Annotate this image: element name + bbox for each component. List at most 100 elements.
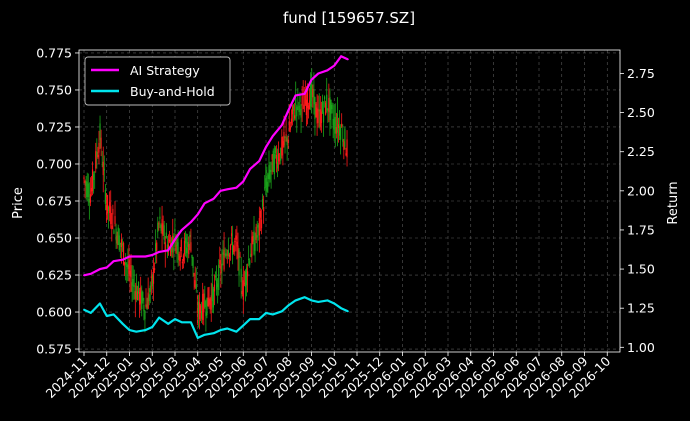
candle-body xyxy=(211,283,213,302)
candle-body xyxy=(257,224,259,228)
candle-body xyxy=(223,249,225,270)
candle-body xyxy=(229,245,232,250)
line-series-group xyxy=(83,55,349,339)
candle-body xyxy=(147,292,149,309)
candle-body xyxy=(230,233,233,237)
candle-body xyxy=(258,217,260,236)
candle-body xyxy=(268,165,270,180)
candle-body xyxy=(283,132,285,146)
data-point xyxy=(242,180,245,183)
y-left-tick-label: 0.600 xyxy=(36,305,72,320)
candle-body xyxy=(213,284,216,292)
data-point xyxy=(310,78,313,81)
candle-body xyxy=(83,177,85,180)
candle-body xyxy=(273,153,275,175)
candle-body xyxy=(224,254,226,256)
candle-body xyxy=(170,243,172,257)
candle-body xyxy=(325,102,327,115)
data-point xyxy=(180,321,183,324)
candle-body xyxy=(239,256,241,258)
candle-body xyxy=(256,235,258,238)
candle-body xyxy=(251,236,253,256)
candle-body xyxy=(219,260,221,265)
candle-body xyxy=(177,242,179,255)
data-point xyxy=(174,238,176,241)
data-point xyxy=(219,189,222,192)
legend-label-ai-strategy: AI Strategy xyxy=(130,63,200,78)
left-y-axis: 0.575 0.600 0.625 0.650 0.675 0.700 0.725 0.750… xyxy=(36,45,79,357)
x-axis: 2024-112024-122025-012025-022025-032025-… xyxy=(43,352,613,401)
candle-body xyxy=(318,109,320,112)
candle-body xyxy=(245,267,248,286)
y-right-tick-label: 1.50 xyxy=(627,262,655,277)
candle-body xyxy=(220,263,222,274)
data-point xyxy=(203,333,206,336)
candle-body xyxy=(122,242,125,265)
candle-body xyxy=(306,87,309,109)
candle-body xyxy=(106,194,109,214)
candle-body xyxy=(174,228,176,232)
candle-body xyxy=(321,101,324,113)
data-point xyxy=(196,213,199,216)
candle-body xyxy=(261,198,264,207)
data-point xyxy=(144,329,147,331)
data-point xyxy=(317,301,320,303)
candle-body xyxy=(317,108,319,123)
data-point xyxy=(326,299,329,302)
candle-body xyxy=(207,287,209,307)
candle-body xyxy=(214,275,217,278)
candle-body xyxy=(328,98,330,113)
candle-body xyxy=(98,142,100,153)
candle-body xyxy=(180,239,182,251)
y-right-tick-label: 1.25 xyxy=(627,301,655,316)
candle-body xyxy=(330,99,332,114)
data-point xyxy=(258,160,261,162)
candle-body xyxy=(149,285,151,292)
candle-body xyxy=(178,253,180,261)
candle-body xyxy=(234,241,236,243)
candle-body xyxy=(210,295,212,310)
candle-body xyxy=(332,118,334,126)
candle-body xyxy=(232,241,234,255)
data-point xyxy=(226,327,229,330)
candle-body xyxy=(175,245,177,253)
candle-body xyxy=(315,103,317,118)
candle-body xyxy=(100,137,102,149)
candle-body xyxy=(130,265,132,278)
candle-body xyxy=(294,115,296,119)
candle-body xyxy=(290,118,293,124)
candle-body xyxy=(311,81,313,98)
candle-body xyxy=(240,268,242,283)
candle-body xyxy=(215,279,218,290)
data-point xyxy=(167,322,170,325)
data-point xyxy=(89,311,92,314)
candle-body xyxy=(279,159,281,161)
y-right-tick-label: 2.75 xyxy=(627,66,655,81)
data-point xyxy=(128,329,131,331)
candle-body xyxy=(320,111,322,124)
data-point xyxy=(281,310,283,313)
candle-body xyxy=(179,255,181,262)
candle-body xyxy=(127,264,129,269)
candle-body xyxy=(197,301,200,314)
candle-body xyxy=(120,239,123,248)
candle-body xyxy=(201,311,203,319)
candle-body xyxy=(292,104,295,111)
data-point xyxy=(203,202,206,205)
y-left-tick-label: 0.625 xyxy=(36,268,72,283)
candle-body xyxy=(265,178,267,188)
candle-body xyxy=(94,172,96,174)
data-point xyxy=(294,94,297,97)
candle-body xyxy=(140,287,142,304)
candle-body xyxy=(93,174,95,180)
candle-body xyxy=(189,234,191,238)
candle-body xyxy=(145,304,147,307)
candle-body xyxy=(284,136,286,138)
legend-label-buy-and-hold: Buy-and-Hold xyxy=(130,84,215,99)
candle-body xyxy=(270,169,272,172)
data-point xyxy=(121,322,124,325)
candle-body xyxy=(281,137,283,156)
candle-body xyxy=(192,257,194,269)
data-point xyxy=(340,307,342,310)
candle-body xyxy=(250,253,252,258)
